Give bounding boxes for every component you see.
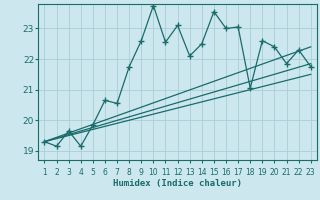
X-axis label: Humidex (Indice chaleur): Humidex (Indice chaleur) (113, 179, 242, 188)
